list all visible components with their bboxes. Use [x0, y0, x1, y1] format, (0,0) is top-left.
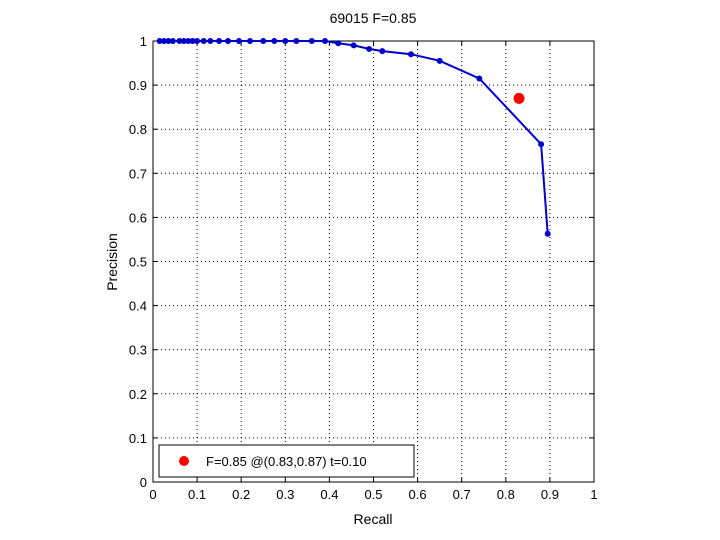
- pr-curve-point: [282, 38, 289, 44]
- x-tick-label: 0.8: [497, 487, 515, 502]
- x-tick-label: 0.9: [541, 487, 559, 502]
- best-f-point: [513, 92, 525, 104]
- y-tick-label: 0.2: [129, 387, 147, 402]
- pr-curve-point: [169, 38, 176, 44]
- y-tick-label: 0.3: [129, 343, 147, 358]
- pr-curve-point: [335, 40, 342, 47]
- pr-curve-point: [271, 38, 278, 44]
- pr-curve-point: [350, 42, 357, 49]
- pr-curve-point: [161, 38, 168, 44]
- x-tick-label: 0.1: [188, 487, 206, 502]
- series-layer: [156, 38, 551, 237]
- pr-curve-point: [476, 75, 483, 82]
- pr-curve-point: [260, 38, 267, 44]
- ticks: 0 0.1 0.2 0.3 0.4 0.5 0.6 0.7 0.8 0.9 1 0 0.1 0.2 0.3 0…: [129, 34, 598, 502]
- legend: F=0.85 @(0.83,0.87) t=0.10: [158, 444, 415, 478]
- x-axis-title: Recall: [354, 511, 393, 527]
- x-tick-label: 0: [149, 487, 156, 502]
- pr-curve-point: [176, 38, 183, 44]
- pr-curve-point: [224, 38, 231, 44]
- x-tick-label: 0.3: [276, 487, 294, 502]
- pr-curve-point: [156, 38, 163, 44]
- pr-curve-point: [194, 38, 201, 44]
- pr-curve-point: [189, 38, 196, 44]
- grid: [153, 41, 594, 482]
- y-tick-label: 1: [140, 34, 147, 49]
- x-tick-label: 0.6: [409, 487, 427, 502]
- pr-curve-point: [235, 38, 242, 44]
- pr-curve-point: [247, 38, 254, 44]
- y-tick-label: 0.4: [129, 299, 147, 314]
- pr-curve-point: [308, 38, 315, 44]
- x-tick-label: 0.2: [232, 487, 250, 502]
- chart-title: 69015 F=0.85: [330, 10, 417, 26]
- legend-label: F=0.85 @(0.83,0.87) t=0.10: [206, 454, 367, 469]
- y-tick-label: 0.9: [129, 78, 147, 93]
- pr-curve-point: [321, 38, 328, 44]
- legend-box: [158, 444, 415, 478]
- pr-curve-point: [180, 38, 187, 44]
- pr-curve-point: [216, 38, 223, 44]
- pr-curve-point: [185, 38, 192, 44]
- y-tick-label: 0.7: [129, 166, 147, 181]
- pr-curve-point: [200, 38, 207, 44]
- x-tick-label: 0.5: [364, 487, 382, 502]
- x-tick-label: 0.4: [320, 487, 338, 502]
- y-tick-label: 0.6: [129, 210, 147, 225]
- pr-curve-point: [293, 38, 300, 44]
- y-tick-label: 0.5: [129, 255, 147, 270]
- pr-curve-point: [207, 38, 214, 44]
- pr-curve-point: [544, 230, 551, 237]
- pr-curve-point: [379, 48, 386, 55]
- y-tick-label: 0.1: [129, 431, 147, 446]
- pr-curve-point: [366, 45, 373, 52]
- y-axis-title: Precision: [104, 233, 120, 291]
- y-tick-label: 0: [140, 475, 147, 490]
- legend-marker: [179, 456, 189, 466]
- y-tick-label: 0.8: [129, 122, 147, 137]
- x-tick-label: 1: [590, 487, 597, 502]
- pr-curve-point: [165, 38, 172, 44]
- pr-curve-point: [407, 51, 414, 58]
- x-tick-label: 0.7: [453, 487, 471, 502]
- pr-curve-point: [436, 57, 443, 64]
- pr-curve-point: [538, 141, 545, 148]
